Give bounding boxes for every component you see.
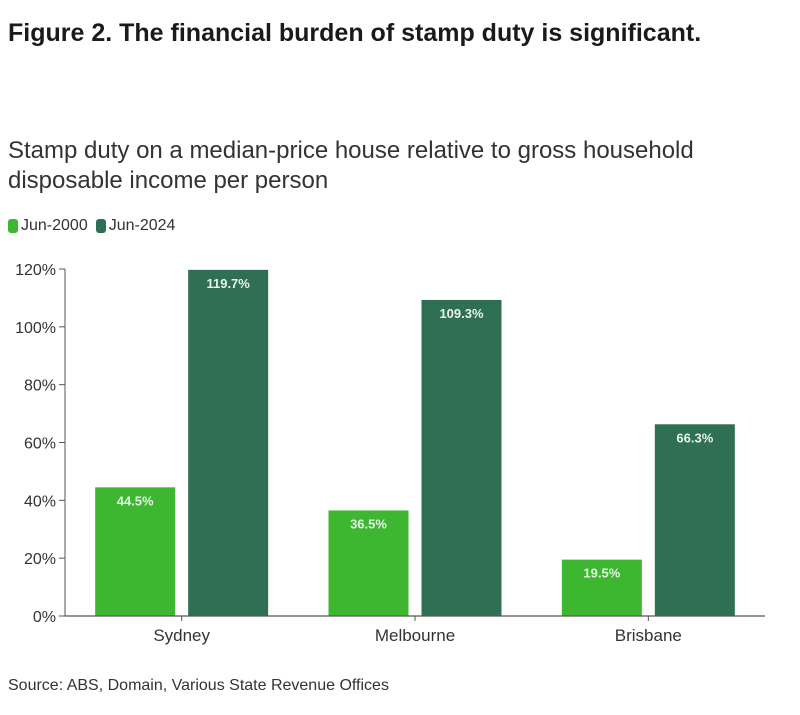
y-tick-label: 40%: [24, 493, 56, 510]
y-tick-label: 20%: [24, 551, 56, 568]
source-note: Source: ABS, Domain, Various State Reven…: [8, 677, 389, 694]
category-label: Sydney: [153, 626, 210, 645]
bar: [654, 424, 735, 616]
data-label: 66.3%: [676, 430, 713, 445]
legend-item-jun-2024: Jun-2024: [95, 217, 176, 235]
legend-swatch-jun-2000: [8, 219, 18, 233]
category-label: Brisbane: [615, 626, 682, 645]
data-label: 119.7%: [206, 276, 250, 291]
bar: [421, 299, 502, 616]
data-label: 36.5%: [350, 516, 387, 531]
legend-label-jun-2024: Jun-2024: [108, 217, 176, 234]
bar: [561, 559, 642, 616]
y-tick-label: 60%: [24, 436, 56, 453]
bar-chart: 0% 20% 40% 60% 80% 100% 120% 44.5% 119.7% Sydney 3…: [15, 262, 765, 645]
y-tick-label: 0%: [33, 609, 56, 626]
bar: [188, 269, 269, 616]
figure-title: Figure 2. The financial burden of stamp …: [8, 19, 702, 47]
data-label: 19.5%: [583, 566, 620, 581]
chart-subtitle: Stamp duty on a median-price house relat…: [8, 137, 694, 194]
chart-legend: Jun-2000 Jun-2024: [8, 214, 183, 238]
legend-label-jun-2000: Jun-2000: [21, 217, 88, 234]
bar: [328, 510, 409, 616]
data-label: 109.3%: [439, 306, 484, 321]
legend-item-jun-2000: Jun-2000: [8, 217, 88, 235]
data-label: 44.5%: [117, 493, 154, 508]
y-tick-label: 100%: [15, 320, 56, 337]
y-tick-label: 120%: [15, 262, 56, 279]
y-tick-label: 80%: [24, 378, 56, 395]
bar: [95, 487, 176, 616]
category-label: Melbourne: [375, 626, 455, 645]
legend-swatch-jun-2024: [95, 219, 106, 233]
